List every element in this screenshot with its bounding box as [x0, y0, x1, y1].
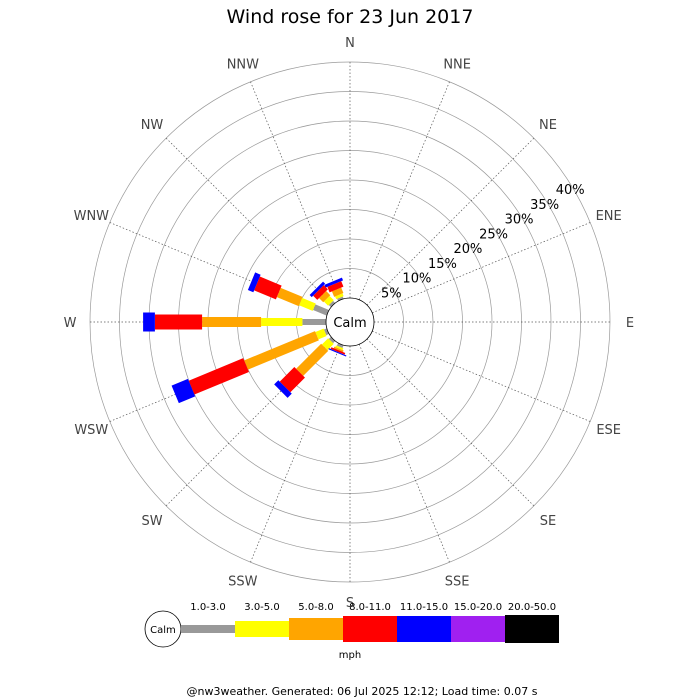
bar-segment-w-4 — [143, 312, 155, 332]
legend-swatch-4 — [397, 616, 451, 642]
legend-label-5: 15.0-20.0 — [454, 602, 502, 613]
legend-label-3: 8.0-11.0 — [349, 602, 391, 613]
grid-spoke — [250, 344, 342, 563]
ring-label: 5% — [381, 286, 402, 301]
bar-segment-nnw-0 — [337, 296, 344, 301]
ring-label: 30% — [505, 213, 534, 228]
compass-label: W — [64, 316, 77, 331]
ring-labels: 5%10%15%20%25%30%35%40% — [381, 183, 585, 301]
bar-segment-w-2 — [202, 317, 262, 327]
bar-segment-nnw-4 — [324, 277, 344, 288]
calm-label: Calm — [333, 316, 366, 331]
bar-segment-w-0 — [302, 319, 326, 325]
legend-label-2: 5.0-8.0 — [298, 602, 333, 613]
legend-swatch-6 — [505, 615, 559, 643]
bar-segment-wsw-2 — [244, 331, 319, 370]
compass-label: SW — [141, 514, 162, 529]
legend-swatch-1 — [235, 621, 289, 637]
compass-label: N — [345, 36, 355, 51]
bar-segment-w-1 — [261, 318, 303, 326]
bar-segment-nw-1 — [323, 295, 334, 306]
bar-segment-sw-3 — [279, 367, 305, 393]
bar-segment-w-3 — [154, 314, 203, 330]
compass-label: NNE — [443, 57, 471, 72]
bar-segment-wnw-3 — [254, 276, 282, 300]
bar-segment-nnw-1 — [335, 293, 344, 300]
ring-label: 15% — [428, 257, 457, 272]
bar-segment-wsw-4 — [171, 378, 196, 404]
bar-segment-sw-2 — [296, 343, 329, 376]
bar-segment-wsw-0 — [323, 328, 329, 336]
bar-segment-ssw-4 — [328, 348, 347, 357]
grid-spoke — [250, 81, 342, 300]
legend-swatch-3 — [343, 616, 397, 642]
bar-segment-wnw-2 — [276, 287, 303, 307]
legend-label-6: 20.0-50.0 — [508, 602, 556, 613]
grid-spoke — [372, 222, 591, 314]
bar-segment-ssw-3 — [330, 347, 346, 355]
compass-label: S — [346, 596, 354, 611]
chart-title: Wind rose for 23 Jun 2017 — [227, 6, 474, 28]
legend-label-0: 1.0-3.0 — [190, 602, 225, 613]
ring-label: 35% — [530, 198, 559, 213]
bar-segment-sw-4 — [274, 380, 292, 398]
compass-label: SSE — [445, 575, 470, 590]
legend-swatch-2 — [289, 618, 343, 640]
bar-segment-sw-1 — [321, 338, 334, 351]
speed-legend: Calm mph 1.0-3.0 3.0-5.0 5.0-8.0 8.0-11.0 11… — [144, 602, 559, 661]
calm-circle — [325, 297, 375, 347]
grid-spoke — [358, 81, 450, 300]
bar-segment-nnw-2 — [331, 287, 344, 297]
compass-label: NE — [539, 118, 557, 133]
bar-segment-nnw-3 — [327, 281, 344, 293]
compass-label: ESE — [596, 423, 621, 438]
bar-segment-wnw-4 — [247, 272, 261, 293]
compass-label: NNW — [227, 57, 259, 72]
legend-swatch-5 — [451, 616, 505, 642]
bar-segment-wnw-1 — [299, 297, 316, 311]
compass-labels: N NNE NE ENE E ESE SE SSE S SSW SW WSW W WNW NW NNW — [64, 36, 635, 611]
bar-segment-wsw-3 — [188, 358, 249, 395]
compass-label: WSW — [74, 423, 108, 438]
bar-segment-nw-3 — [313, 285, 328, 300]
compass-label: SE — [540, 514, 556, 529]
compass-label: E — [626, 316, 634, 331]
bar-segment-sw-0 — [328, 336, 336, 344]
footer-text: @nw3weather. Generated: 06 Jul 2025 12:1… — [187, 685, 538, 698]
compass-label: NW — [141, 118, 164, 133]
wind-bars — [143, 272, 347, 404]
ring-label: 20% — [454, 242, 483, 257]
grid-spoke — [358, 344, 450, 563]
bar-segment-wnw-0 — [313, 304, 329, 316]
compass-label: ENE — [596, 209, 622, 224]
bar-segment-wsw-1 — [315, 328, 327, 340]
grid-spoke — [366, 338, 535, 507]
bar-segment-ssw-1 — [335, 345, 344, 351]
ring-label: 40% — [556, 183, 585, 198]
legend-label-1: 3.0-5.0 — [244, 602, 279, 613]
calm-circle-group: Calm — [325, 297, 375, 347]
bar-segment-nw-2 — [319, 291, 331, 303]
grid-spoke — [372, 330, 591, 422]
legend-label-4: 11.0-15.0 — [400, 602, 448, 613]
legend-calm-label: Calm — [150, 625, 176, 636]
bar-segment-nw-4 — [309, 281, 326, 298]
grid-spoke — [165, 137, 334, 306]
compass-label: WNW — [74, 209, 110, 224]
ring-label: 25% — [479, 227, 508, 242]
compass-label: SSW — [228, 575, 258, 590]
legend-unit: mph — [339, 650, 361, 661]
bar-segment-ssw-0 — [336, 343, 344, 349]
bar-segment-ssw-2 — [333, 346, 344, 353]
legend-swatch-0 — [181, 625, 235, 633]
bar-segment-nw-0 — [328, 300, 336, 308]
ring-label: 10% — [402, 272, 431, 287]
grid-spoke — [366, 137, 535, 306]
